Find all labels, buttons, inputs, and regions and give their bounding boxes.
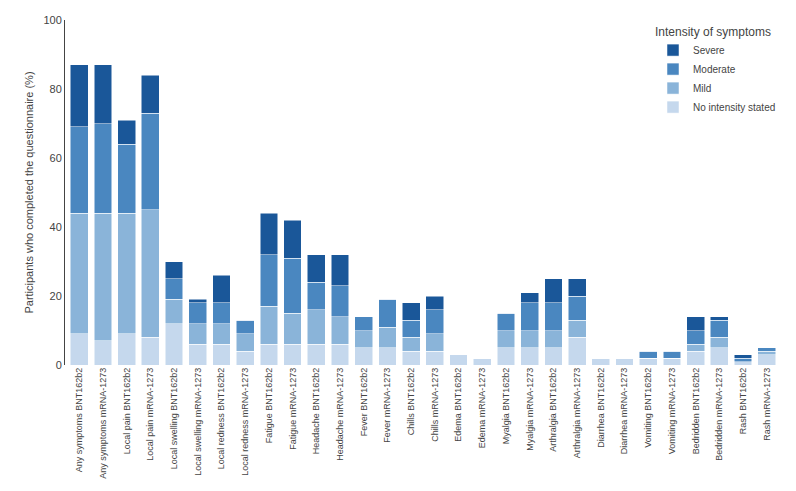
svg-text:Arthralgia BNT162b2: Arthralgia BNT162b2 <box>548 368 558 452</box>
svg-text:60: 60 <box>50 152 62 164</box>
svg-text:Chills BNT162b2: Chills BNT162b2 <box>406 368 416 436</box>
svg-text:Fatigue BNT162b2: Fatigue BNT162b2 <box>264 368 274 444</box>
svg-text:Rash BNT162b2: Rash BNT162b2 <box>738 368 748 435</box>
svg-text:Intensity of symptoms: Intensity of symptoms <box>655 25 771 39</box>
svg-text:Vomiting BNT162b2: Vomiting BNT162b2 <box>643 368 653 448</box>
svg-text:Local swelling mRNA-1273: Local swelling mRNA-1273 <box>193 368 203 476</box>
svg-text:Local pain BNT162b2: Local pain BNT162b2 <box>122 368 132 455</box>
svg-text:Vomiting mRNA-1273: Vomiting mRNA-1273 <box>667 368 677 455</box>
svg-text:Diarrhea BNT162b2: Diarrhea BNT162b2 <box>596 368 606 448</box>
svg-text:Local pain mRNA-1273: Local pain mRNA-1273 <box>145 368 155 461</box>
svg-text:40: 40 <box>50 221 62 233</box>
svg-text:Edema BNT162b2: Edema BNT162b2 <box>453 368 463 442</box>
svg-text:Local redness BNT162b2: Local redness BNT162b2 <box>216 368 226 470</box>
svg-text:80: 80 <box>50 83 62 95</box>
svg-text:Headache BNT162b2: Headache BNT162b2 <box>311 368 321 455</box>
svg-text:Moderate: Moderate <box>693 64 736 75</box>
svg-text:Arthralgia mRNA-1273: Arthralgia mRNA-1273 <box>572 368 582 459</box>
svg-text:Headache mRNA-1273: Headache mRNA-1273 <box>335 368 345 461</box>
svg-text:Fever BNT162b2: Fever BNT162b2 <box>359 368 369 437</box>
svg-text:Local redness mRNA-1273: Local redness mRNA-1273 <box>240 368 250 476</box>
svg-text:Participants who completed the: Participants who completed the questionn… <box>23 71 35 313</box>
svg-text:Any symptoms BNT162b2: Any symptoms BNT162b2 <box>74 368 84 473</box>
svg-text:0: 0 <box>56 359 62 371</box>
svg-text:Any symptoms mRNA-1273: Any symptoms mRNA-1273 <box>98 368 108 479</box>
svg-text:Edema mRNA-1273: Edema mRNA-1273 <box>477 368 487 449</box>
svg-text:Myalgia BNT162b2: Myalgia BNT162b2 <box>501 368 511 445</box>
svg-text:Bedridden mRNA-1273: Bedridden mRNA-1273 <box>714 368 724 461</box>
svg-text:Local swelling BNT162b2: Local swelling BNT162b2 <box>169 368 179 470</box>
svg-text:No intensity stated: No intensity stated <box>693 102 775 113</box>
svg-text:20: 20 <box>50 290 62 302</box>
svg-text:Mild: Mild <box>693 83 711 94</box>
svg-text:Fatigue mRNA-1273: Fatigue mRNA-1273 <box>288 368 298 450</box>
svg-text:Rash mRNA-1273: Rash mRNA-1273 <box>762 368 772 441</box>
svg-text:Myalgia mRNA-1273: Myalgia mRNA-1273 <box>525 368 535 451</box>
svg-text:100: 100 <box>43 14 61 26</box>
svg-text:Chills mRNA-1273: Chills mRNA-1273 <box>430 368 440 442</box>
svg-text:Fever mRNA-1273: Fever mRNA-1273 <box>382 368 392 443</box>
svg-text:Severe: Severe <box>693 45 725 56</box>
svg-text:Diarrhea mRNA-1273: Diarrhea mRNA-1273 <box>619 368 629 455</box>
svg-text:Bedridden BNT162b2: Bedridden BNT162b2 <box>691 368 701 455</box>
